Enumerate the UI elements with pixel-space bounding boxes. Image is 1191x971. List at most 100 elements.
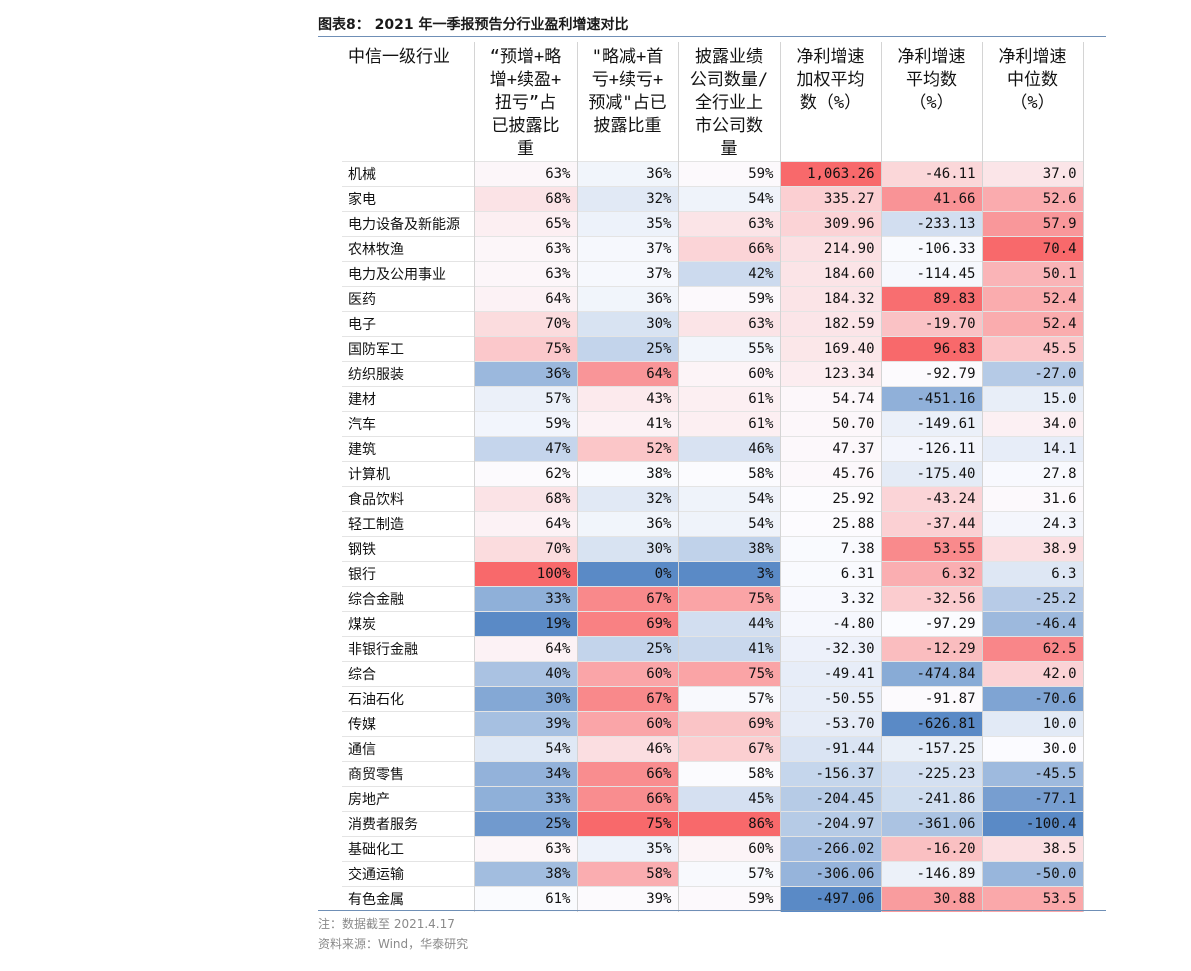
mean-growth-cell: -126.11	[881, 436, 983, 462]
weighted-growth-cell: -204.97	[780, 811, 882, 837]
weighted-growth-cell: 1,063.26	[780, 161, 882, 187]
weighted-growth-cell: 50.70	[780, 411, 882, 437]
median-growth-cell: 24.3	[982, 511, 1084, 537]
weighted-growth-cell: 335.27	[780, 186, 882, 212]
positive-share-cell: 68%	[474, 486, 578, 512]
weighted-growth-cell: -156.37	[780, 761, 882, 787]
mean-growth-cell: -106.33	[881, 236, 983, 262]
negative-share-cell: 67%	[577, 586, 679, 612]
negative-share-cell: 25%	[577, 336, 679, 362]
weighted-growth-cell: -204.45	[780, 786, 882, 812]
weighted-growth-cell: -497.06	[780, 886, 882, 912]
negative-share-cell: 41%	[577, 411, 679, 437]
industry-name-cell: 传媒	[342, 711, 475, 737]
mean-growth-cell: -92.79	[881, 361, 983, 387]
disclosure-ratio-cell: 58%	[678, 461, 781, 487]
disclosure-ratio-cell: 61%	[678, 386, 781, 412]
negative-share-cell: 30%	[577, 311, 679, 337]
table-row: 轻工制造 64% 36% 54% 25.88 -37.44 24.3	[342, 511, 1084, 537]
weighted-growth-cell: 169.40	[780, 336, 882, 362]
median-growth-cell: 38.5	[982, 836, 1084, 862]
table-row: 通信 54% 46% 67% -91.44 -157.25 30.0	[342, 736, 1084, 762]
bottom-rule	[318, 910, 1106, 911]
positive-share-cell: 63%	[474, 161, 578, 187]
industry-name-cell: 建筑	[342, 436, 475, 462]
mean-growth-cell: -474.84	[881, 661, 983, 687]
table-row: 电力及公用事业 63% 37% 42% 184.60 -114.45 50.1	[342, 261, 1084, 287]
table-row: 纺织服装 36% 64% 60% 123.34 -92.79 -27.0	[342, 361, 1084, 387]
positive-share-cell: 38%	[474, 861, 578, 887]
table-row: 电力设备及新能源 65% 35% 63% 309.96 -233.13 57.9	[342, 211, 1084, 237]
disclosure-ratio-cell: 55%	[678, 336, 781, 362]
table-row: 交通运输 38% 58% 57% -306.06 -146.89 -50.0	[342, 861, 1084, 887]
table-row: 计算机 62% 38% 58% 45.76 -175.40 27.8	[342, 461, 1084, 487]
table-row: 建筑 47% 52% 46% 47.37 -126.11 14.1	[342, 436, 1084, 462]
disclosure-ratio-cell: 63%	[678, 311, 781, 337]
mean-growth-cell: -12.29	[881, 636, 983, 662]
header-row: 中信一级行业 “预增+略 增+续盈+ 扭亏”占 已披露比重 "略减+首 亏+续亏+ 预减"…	[342, 42, 1084, 162]
industry-name-cell: 轻工制造	[342, 511, 475, 537]
positive-share-cell: 70%	[474, 311, 578, 337]
disclosure-ratio-cell: 67%	[678, 736, 781, 762]
disclosure-ratio-cell: 61%	[678, 411, 781, 437]
mean-growth-cell: -451.16	[881, 386, 983, 412]
mean-growth-cell: -241.86	[881, 786, 983, 812]
disclosure-ratio-cell: 46%	[678, 436, 781, 462]
mean-growth-cell: -43.24	[881, 486, 983, 512]
mean-growth-cell: -37.44	[881, 511, 983, 537]
positive-share-cell: 64%	[474, 636, 578, 662]
disclosure-ratio-cell: 54%	[678, 486, 781, 512]
disclosure-ratio-cell: 54%	[678, 186, 781, 212]
positive-share-cell: 36%	[474, 361, 578, 387]
weighted-growth-cell: 45.76	[780, 461, 882, 487]
positive-share-cell: 59%	[474, 411, 578, 437]
mean-growth-cell: 96.83	[881, 336, 983, 362]
header-line: 预减"占已	[588, 93, 667, 113]
negative-share-cell: 37%	[577, 236, 679, 262]
table-row: 国防军工 75% 25% 55% 169.40 96.83 45.5	[342, 336, 1084, 362]
median-growth-cell: -100.4	[982, 811, 1084, 837]
header-line: 全行业上	[695, 93, 763, 113]
weighted-growth-cell: -306.06	[780, 861, 882, 887]
table-row: 综合金融 33% 67% 75% 3.32 -32.56 -25.2	[342, 586, 1084, 612]
header-line: 亏+续亏+	[591, 70, 664, 90]
weighted-growth-cell: -50.55	[780, 686, 882, 712]
table-row: 建材 57% 43% 61% 54.74 -451.16 15.0	[342, 386, 1084, 412]
positive-share-cell: 70%	[474, 536, 578, 562]
mean-growth-cell: -16.20	[881, 836, 983, 862]
weighted-growth-cell: -266.02	[780, 836, 882, 862]
mean-growth-cell: -46.11	[881, 161, 983, 187]
industry-name-cell: 国防军工	[342, 336, 475, 362]
industry-name-cell: 综合金融	[342, 586, 475, 612]
negative-share-cell: 25%	[577, 636, 679, 662]
median-growth-cell: -70.6	[982, 686, 1084, 712]
industry-name-cell: 综合	[342, 661, 475, 687]
table-row: 石油石化 30% 67% 57% -50.55 -91.87 -70.6	[342, 686, 1084, 712]
header-median-growth: 净利增速 中位数 （%）	[982, 42, 1084, 162]
negative-share-cell: 52%	[577, 436, 679, 462]
industry-name-cell: 消费者服务	[342, 811, 475, 837]
negative-share-cell: 60%	[577, 661, 679, 687]
median-growth-cell: 30.0	[982, 736, 1084, 762]
median-growth-cell: 34.0	[982, 411, 1084, 437]
mean-growth-cell: -32.56	[881, 586, 983, 612]
table-row: 钢铁 70% 30% 38% 7.38 53.55 38.9	[342, 536, 1084, 562]
header-line: 中位数	[1007, 70, 1058, 90]
mean-growth-cell: -91.87	[881, 686, 983, 712]
header-line: 中信一级行业	[348, 47, 450, 67]
industry-name-cell: 有色金属	[342, 886, 475, 912]
header-line: "略减+首	[591, 47, 664, 67]
industry-name-cell: 石油石化	[342, 686, 475, 712]
median-growth-cell: 37.0	[982, 161, 1084, 187]
median-growth-cell: 10.0	[982, 711, 1084, 737]
industry-name-cell: 煤炭	[342, 611, 475, 637]
table-row: 基础化工 63% 35% 60% -266.02 -16.20 38.5	[342, 836, 1084, 862]
positive-share-cell: 65%	[474, 211, 578, 237]
median-growth-cell: -45.5	[982, 761, 1084, 787]
negative-share-cell: 60%	[577, 711, 679, 737]
median-growth-cell: 31.6	[982, 486, 1084, 512]
negative-share-cell: 64%	[577, 361, 679, 387]
mean-growth-cell: -19.70	[881, 311, 983, 337]
positive-share-cell: 39%	[474, 711, 578, 737]
header-line: 扭亏”占	[494, 93, 557, 113]
